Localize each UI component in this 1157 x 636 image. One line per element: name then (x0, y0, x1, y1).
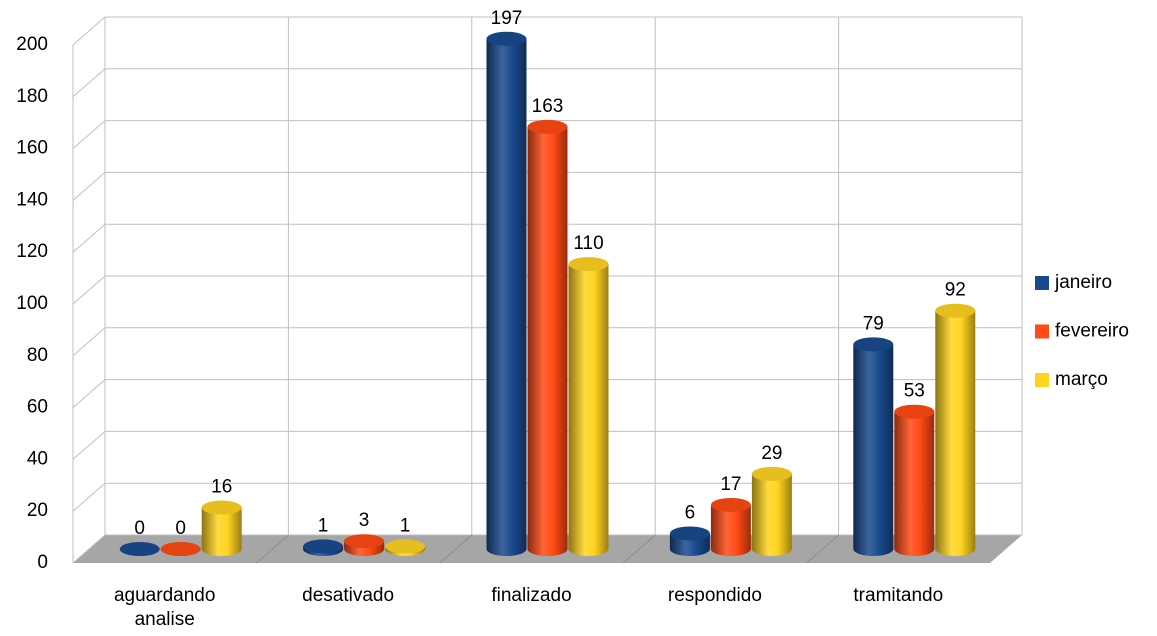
legend-label: março (1055, 369, 1108, 390)
legend-swatch (1035, 373, 1049, 387)
value-label: 17 (720, 474, 741, 495)
y-tick-label: 20 (27, 500, 48, 521)
bar-top (853, 337, 894, 352)
y-tick-label: 80 (27, 345, 48, 366)
legend-swatch (1035, 324, 1049, 339)
value-label: 16 (211, 477, 232, 498)
value-label: 6 (685, 502, 696, 523)
category-divider (806, 534, 839, 564)
bar (527, 126, 568, 556)
value-label: 53 (904, 381, 925, 402)
bar-top (527, 119, 568, 134)
value-label: 197 (491, 8, 523, 29)
y-tick-label: 200 (16, 34, 48, 55)
y-tick-label: 180 (16, 86, 48, 107)
y-tick-label: 60 (27, 397, 48, 418)
y-tick-label: 0 (37, 552, 48, 573)
legend-label: janeiro (1054, 272, 1112, 293)
y-tick-label: 160 (16, 138, 48, 159)
bar-top (486, 31, 527, 46)
bar-top (201, 500, 242, 515)
x-tick-label: finalizado (491, 585, 572, 606)
grid-line (72, 68, 106, 98)
x-tick-label: desativado (302, 585, 395, 606)
value-label: 79 (863, 313, 884, 334)
grid-line (72, 327, 106, 357)
bar-top (385, 539, 426, 554)
bar-top (751, 466, 792, 481)
bar-top (119, 542, 160, 556)
y-tick-label: 140 (16, 189, 48, 210)
grid-line (72, 275, 106, 305)
value-label: 1 (400, 515, 411, 536)
bar-top (303, 539, 344, 554)
bar-top (710, 497, 751, 512)
grid-line (72, 172, 106, 201)
bar-top (935, 303, 976, 318)
grid-line (72, 223, 106, 253)
legend-label: fevereiro (1055, 321, 1129, 342)
value-label: 163 (532, 96, 564, 117)
value-label: 92 (945, 280, 966, 301)
bar (486, 38, 527, 556)
value-label: 1 (318, 515, 329, 536)
x-tick-label: respondido (667, 585, 762, 606)
y-tick-label: 120 (16, 241, 48, 262)
bar (751, 473, 792, 556)
grid-line (72, 482, 106, 512)
grid-line (72, 431, 106, 460)
value-label: 0 (134, 518, 145, 539)
bar (710, 504, 751, 556)
x-tick-label: tramitando (853, 585, 944, 606)
grid-line (72, 120, 106, 149)
bar-top (894, 404, 935, 419)
bar (853, 344, 894, 556)
category-divider (256, 534, 289, 564)
value-label: 29 (761, 443, 782, 464)
bar (568, 264, 609, 556)
bar (935, 310, 976, 556)
value-label: 3 (359, 510, 370, 531)
bar-top (669, 526, 710, 541)
x-tick-label: aguardando analise (113, 585, 216, 630)
legend-swatch (1035, 276, 1049, 290)
bar-top (568, 257, 609, 272)
bar (894, 411, 935, 556)
category-divider (622, 534, 656, 564)
value-label: 0 (175, 518, 186, 539)
category-divider (439, 534, 473, 564)
value-label: 110 (573, 233, 603, 254)
y-tick-label: 40 (27, 448, 48, 469)
y-tick-label: 100 (16, 293, 48, 314)
grid-line (72, 379, 106, 408)
grid-line (72, 534, 106, 564)
bar-top (344, 534, 385, 549)
grid-line (72, 16, 106, 46)
bar-top (160, 542, 201, 556)
bar (201, 507, 242, 556)
